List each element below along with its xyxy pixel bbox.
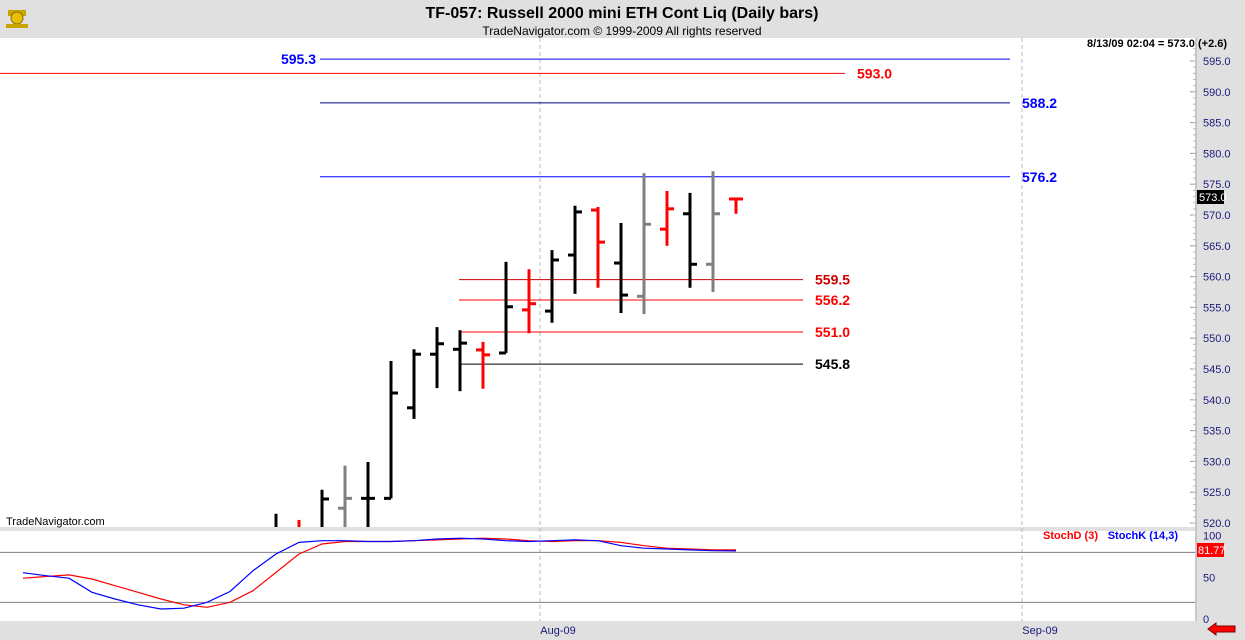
y-tick-label: 570.0 (1203, 210, 1231, 222)
y-tick-label: 545.0 (1203, 364, 1231, 376)
y-tick-label: 535.0 (1203, 426, 1231, 438)
level-label: 545.8 (815, 356, 850, 372)
price-bar (338, 465, 352, 527)
stochastic-panel[interactable] (0, 531, 1195, 621)
price-bar (545, 250, 559, 323)
price-bar (729, 197, 743, 214)
y-tick-label: 520.0 (1203, 518, 1231, 530)
level-label: 559.5 (815, 272, 850, 288)
last-price-box (1197, 190, 1224, 204)
level-label: 556.2 (815, 292, 850, 308)
price-bar (706, 171, 720, 292)
y-tick-label: 565.0 (1203, 241, 1231, 253)
y-tick-label: 580.0 (1203, 148, 1231, 160)
stoch-y-tick-label: 0 (1203, 614, 1209, 626)
y-tick-label: 560.0 (1203, 272, 1231, 284)
price-bar (499, 261, 513, 355)
price-bar (453, 330, 467, 392)
y-tick-label: 555.0 (1203, 302, 1231, 314)
price-bar (361, 462, 375, 527)
quote-readout: 8/13/09 02:04 = 573.0 (+2.6) (1087, 38, 1227, 50)
price-bar (384, 360, 398, 500)
price-bar (407, 349, 421, 419)
level-label: 593.0 (857, 65, 892, 81)
copyright-text: TradeNavigator.com © 1999-2009 All right… (482, 24, 761, 38)
last-price-label: 573.0 (1199, 192, 1227, 204)
price-bar (683, 192, 697, 288)
stoch-y-tick-label: 100 (1203, 531, 1221, 543)
x-tick-label: Sep-09 (1022, 625, 1057, 637)
x-tick-label: Aug-09 (540, 625, 575, 637)
y-tick-label: 525.0 (1203, 487, 1231, 499)
red-left-arrow-icon[interactable] (1207, 622, 1236, 636)
price-bar (660, 190, 674, 246)
price-bar (522, 269, 536, 334)
y-tick-label: 590.0 (1203, 87, 1231, 99)
y-tick-label: 550.0 (1203, 333, 1231, 345)
price-bar (637, 173, 651, 315)
price-axis-border (1195, 38, 1197, 621)
stoch-line-k (22, 537, 737, 610)
price-bar (614, 223, 628, 313)
y-tick-label: 540.0 (1203, 395, 1231, 407)
chart-title: TF-057: Russell 2000 mini ETH Cont Liq (… (426, 5, 819, 22)
watermark: TradeNavigator.com (6, 516, 105, 528)
stoch-y-tick-label: 50 (1203, 572, 1215, 584)
legend-stochk: StochK (14,3) (1108, 530, 1179, 542)
y-tick-label: 595.0 (1203, 56, 1231, 68)
level-label: 595.3 (281, 51, 316, 67)
legend-stochd: StochD (3) (1043, 530, 1098, 542)
y-tick-label: 530.0 (1203, 456, 1231, 468)
price-bar (568, 205, 582, 294)
price-bar (430, 327, 444, 389)
y-tick-label: 575.0 (1203, 179, 1231, 191)
price-bar (320, 489, 329, 527)
price-bar (476, 341, 490, 389)
stoch-value-box (1197, 543, 1224, 557)
trade-navigator-logo-icon[interactable] (6, 10, 28, 28)
level-label: 588.2 (1022, 95, 1057, 111)
level-label: 576.2 (1022, 169, 1057, 185)
level-label: 551.0 (815, 324, 850, 340)
stoch-value-label: 81.77 (1198, 545, 1226, 557)
price-bar (591, 206, 605, 288)
y-tick-label: 585.0 (1203, 118, 1231, 130)
